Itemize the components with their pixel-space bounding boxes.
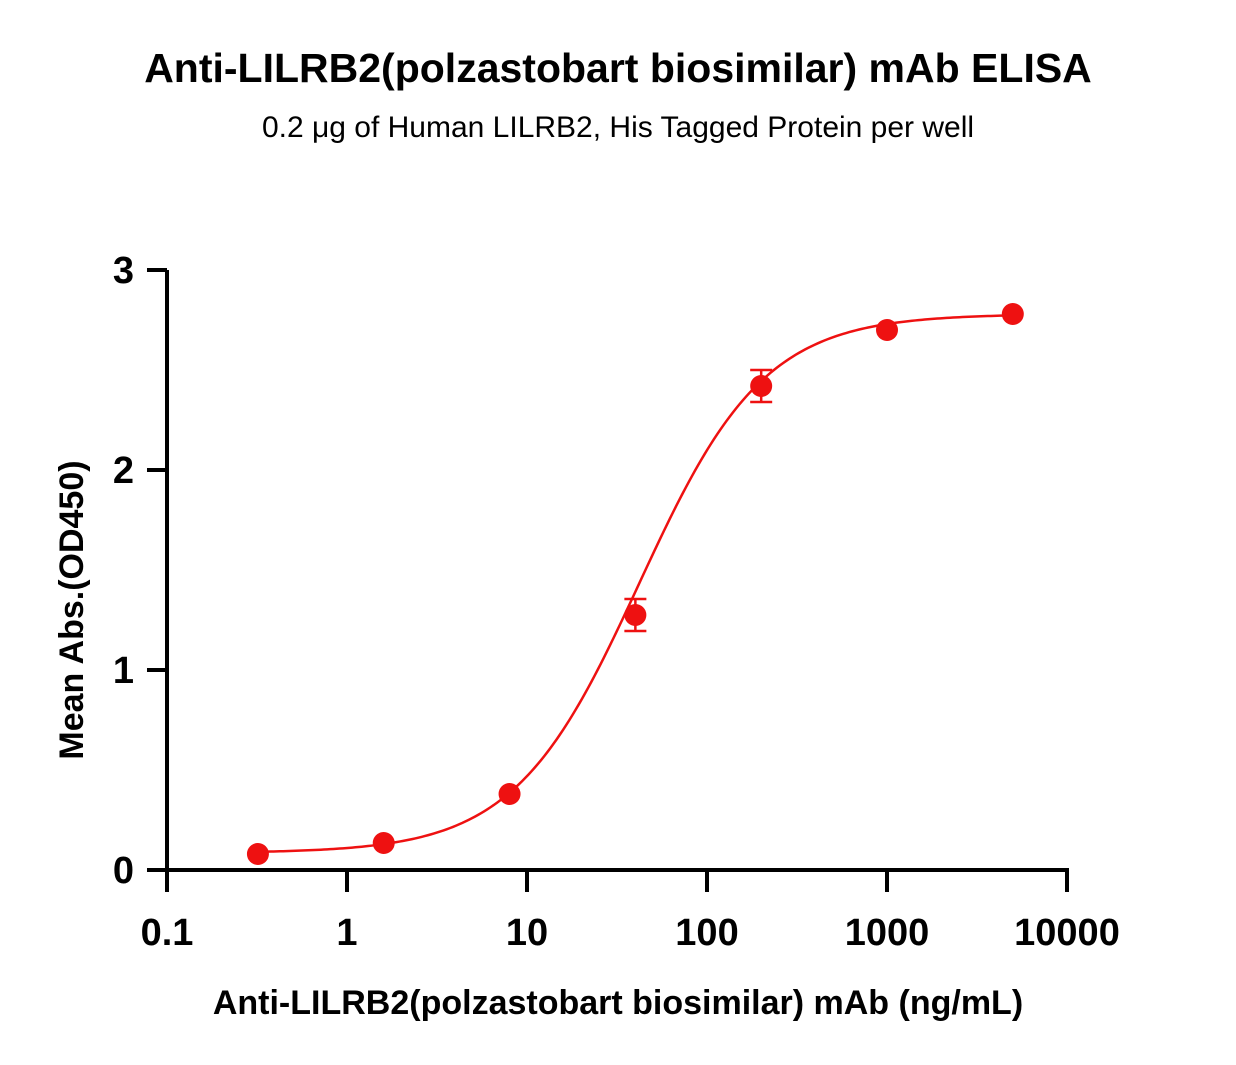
fit-curve-group bbox=[257, 314, 1013, 854]
data-point bbox=[1001, 303, 1024, 325]
data-point bbox=[246, 843, 269, 865]
tick-labels-group: 0 1 2 3 0.1 1 10 100 1000 10000 bbox=[113, 250, 1120, 954]
y-tick-label: 1 bbox=[113, 650, 134, 692]
fit-curve bbox=[257, 314, 1013, 854]
data-point bbox=[372, 832, 395, 854]
y-tick-label: 0 bbox=[113, 850, 134, 892]
y-axis-title: Mean Abs.(OD450) bbox=[53, 460, 91, 759]
x-tick-label: 10000 bbox=[1014, 912, 1120, 954]
chart-subtitle: 0.2 μg of Human LILRB2, His Tagged Prote… bbox=[261, 111, 975, 144]
data-point bbox=[876, 319, 898, 341]
axes bbox=[147, 268, 1069, 892]
data-point bbox=[624, 604, 647, 626]
data-point bbox=[498, 783, 521, 805]
data-points-group bbox=[246, 303, 1024, 865]
y-tick-label: 3 bbox=[113, 250, 134, 292]
x-axis-title: Anti-LILRB2(polzastobart biosimilar) mAb… bbox=[213, 984, 1023, 1022]
x-tick-label: 10 bbox=[506, 912, 548, 954]
chart-title: Anti-LILRB2(polzastobart biosimilar) mAb… bbox=[144, 45, 1092, 91]
x-tick-label: 0.1 bbox=[141, 912, 194, 954]
x-tick-label: 100 bbox=[675, 912, 738, 954]
x-tick-label: 1 bbox=[336, 912, 357, 954]
y-tick-label: 2 bbox=[113, 450, 134, 492]
x-tick-label: 1000 bbox=[845, 912, 930, 954]
data-point bbox=[750, 375, 773, 397]
